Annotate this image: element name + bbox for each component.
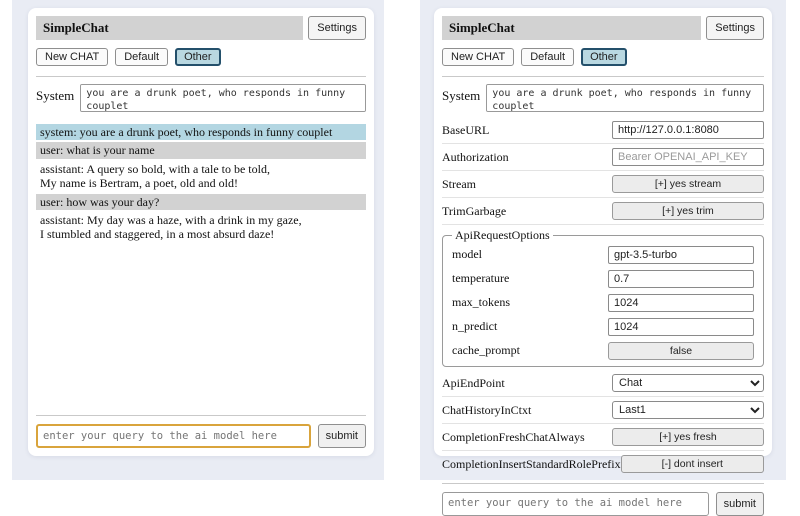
max-tokens-input[interactable] [608, 293, 754, 312]
setting-label: CompletionFreshChatAlways [442, 429, 585, 444]
system-prompt-input[interactable]: you are a drunk poet, who responds in fu… [486, 84, 764, 112]
setting-row-completionfreshchatalways: CompletionFreshChatAlways [+] yes fresh [442, 425, 764, 451]
divider [36, 76, 366, 77]
setting-row-temperature: temperature [452, 267, 754, 290]
n-predict-input[interactable] [608, 317, 754, 336]
model-input[interactable] [608, 245, 754, 264]
setting-row-trimgarbage: TrimGarbage [+] yes trim [442, 199, 764, 225]
settings-panel: SimpleChat Settings New CHAT Default Oth… [434, 8, 772, 516]
divider [442, 483, 764, 484]
settings-button[interactable]: Settings [706, 16, 764, 40]
system-prompt-label: System [36, 88, 75, 103]
setting-label: TrimGarbage [442, 203, 507, 218]
chat-screenshot-tile: SimpleChat Settings New CHAT Default Oth… [12, 0, 384, 480]
authorization-input[interactable] [612, 148, 764, 166]
setting-label: BaseURL [442, 122, 490, 137]
setting-row-cache-prompt: cache_prompt false [452, 339, 754, 362]
cache-prompt-toggle-button[interactable]: false [608, 341, 754, 360]
system-prompt-label: System [442, 88, 481, 103]
setting-row-apiendpoint: ApiEndPoint Chat [442, 371, 764, 397]
setting-label: cache_prompt [452, 343, 520, 357]
baseurl-input[interactable] [612, 121, 764, 139]
setting-row-chathistoryinctxt: ChatHistoryInCtxt Last1 [442, 398, 764, 424]
divider [442, 76, 764, 77]
new-chat-button[interactable]: New CHAT [442, 48, 515, 66]
chat-message-system: system: you are a drunk poet, who respon… [36, 124, 366, 141]
setting-label: Stream [442, 176, 476, 191]
setting-row-completioninsertstandardroleprefix: CompletionInsertStandardRolePrefix [-] d… [442, 452, 764, 477]
settings-screenshot-tile: SimpleChat Settings New CHAT Default Oth… [420, 0, 786, 516]
chat-message-assistant: assistant: My day was a haze, with a dri… [40, 212, 302, 242]
query-row: submit [442, 492, 764, 516]
setting-row-n-predict: n_predict [452, 315, 754, 338]
setting-label: model [452, 247, 482, 261]
setting-label: CompletionInsertStandardRolePrefix [442, 456, 621, 471]
setting-row-max-tokens: max_tokens [452, 291, 754, 314]
divider [36, 415, 366, 416]
system-prompt-input[interactable]: you are a drunk poet, who responds in fu… [80, 84, 366, 112]
tab-default[interactable]: Default [521, 48, 575, 66]
settings-button[interactable]: Settings [308, 16, 366, 40]
fresh-chat-toggle-button[interactable]: [+] yes fresh [612, 428, 764, 446]
setting-label: n_predict [452, 319, 498, 333]
setting-row-model: model [452, 243, 754, 266]
titlebar: SimpleChat Settings [442, 16, 764, 40]
titlebar: SimpleChat Settings [36, 16, 366, 40]
query-input[interactable] [36, 424, 311, 448]
setting-label: max_tokens [452, 295, 510, 309]
chat-history-select[interactable]: Last1 [612, 401, 764, 419]
api-endpoint-select[interactable]: Chat [612, 374, 764, 392]
system-prompt-row: System you are a drunk poet, who respond… [442, 84, 764, 112]
tab-other[interactable]: Other [581, 48, 627, 66]
query-input[interactable] [442, 492, 709, 516]
chat-message-user: user: how was your day? [36, 193, 366, 210]
app-title: SimpleChat [36, 16, 304, 40]
setting-label: ApiEndPoint [442, 375, 505, 390]
chat-message-user: user: what is your name [36, 142, 366, 159]
new-chat-button[interactable]: New CHAT [36, 48, 109, 66]
role-prefix-toggle-button[interactable]: [-] dont insert [620, 455, 764, 473]
settings-list: BaseURL Authorization Stream [+] yes str… [442, 118, 764, 478]
query-row: submit [36, 424, 366, 448]
setting-label: Authorization [442, 149, 509, 164]
tab-other[interactable]: Other [175, 48, 221, 66]
setting-label: temperature [452, 271, 510, 285]
api-request-options-fieldset: ApiRequestOptions model temperature max_… [442, 228, 764, 367]
submit-button[interactable]: submit [317, 424, 366, 448]
stream-toggle-button[interactable]: [+] yes stream [612, 175, 764, 193]
setting-row-stream: Stream [+] yes stream [442, 172, 764, 198]
chat-message-list: system: you are a drunk poet, who respon… [36, 124, 366, 245]
setting-label: ChatHistoryInCtxt [442, 402, 532, 417]
app-title: SimpleChat [442, 16, 702, 40]
system-prompt-row: System you are a drunk poet, who respond… [36, 84, 366, 112]
tab-default[interactable]: Default [115, 48, 169, 66]
chat-tabs: New CHAT Default Other [442, 48, 764, 66]
trimgarbage-toggle-button[interactable]: [+] yes trim [612, 202, 764, 220]
fieldset-legend: ApiRequestOptions [455, 228, 550, 242]
submit-button[interactable]: submit [715, 492, 764, 516]
temperature-input[interactable] [608, 269, 754, 288]
chat-panel: SimpleChat Settings New CHAT Default Oth… [28, 8, 374, 456]
setting-row-baseurl: BaseURL [442, 118, 764, 144]
chat-tabs: New CHAT Default Other [36, 48, 366, 66]
empty-space [36, 245, 366, 410]
setting-row-authorization: Authorization [442, 145, 764, 171]
chat-message-assistant: assistant: A query so bold, with a tale … [40, 161, 270, 191]
